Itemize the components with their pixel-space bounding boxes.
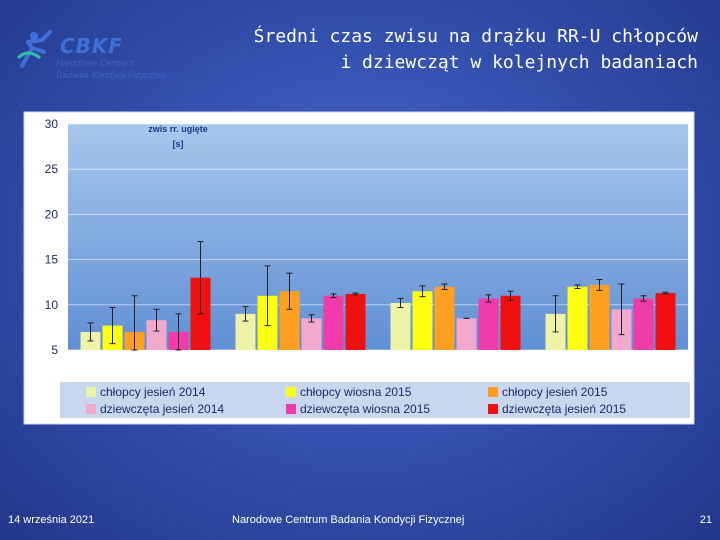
legend-label: dziewczęta jesień 2014 (100, 402, 224, 416)
y-tick-label: 10 (45, 298, 59, 312)
bar (567, 286, 588, 350)
y-tick-label: 15 (45, 253, 59, 267)
y-tick-label: 30 (45, 117, 59, 131)
bar (323, 295, 344, 350)
bar (235, 313, 256, 350)
bar (633, 298, 654, 350)
category-label: 5,5 lat (128, 360, 162, 374)
legend-label: dziewczęta jesień 2015 (502, 402, 626, 416)
bar (390, 302, 411, 350)
footer-date: 14 września 2021 (8, 514, 95, 526)
bar (500, 295, 521, 350)
slide-title: Średni czas zwisu na drążku RR-U chłopcó… (254, 24, 698, 76)
bar (434, 286, 455, 350)
runner-icon (16, 30, 52, 68)
bar (301, 318, 322, 350)
legend-swatch (488, 404, 498, 414)
legend-swatch (488, 387, 498, 397)
legend-label: chłopcy jesień 2014 (100, 385, 206, 399)
category-label: 6,5 lat (283, 360, 317, 374)
legend-swatch (86, 387, 96, 397)
logo-name: CBKF (60, 34, 124, 58)
legend-swatch (286, 387, 296, 397)
bar (478, 298, 499, 350)
bar (345, 293, 366, 350)
logo-subtitle-1: Narodowe Centrum (56, 58, 135, 68)
title-line-2: i dziewcząt w kolejnych badaniach (340, 52, 698, 73)
bar (279, 291, 300, 350)
footer-organization: Narodowe Centrum Badania Kondycji Fizycz… (232, 514, 465, 526)
bar (412, 291, 433, 350)
logo-subtitle-2: Badania Kondycji Fizycznej (56, 70, 166, 80)
page-number: 21 (699, 514, 712, 526)
bar (146, 320, 167, 350)
legend-label: chłopcy jesień 2015 (502, 385, 608, 399)
bar (589, 284, 610, 350)
y-tick-label: 20 (45, 207, 59, 221)
cbkf-logo: CBKF Narodowe Centrum Badania Kondycji F… (14, 28, 174, 90)
legend-label: dziewczęta wiosna 2015 (300, 402, 430, 416)
legend-swatch (286, 404, 296, 414)
legend (60, 382, 690, 418)
category-label: 8,5 lat (593, 360, 627, 374)
y-axis-label-2: [s] (173, 139, 184, 149)
bar (655, 293, 676, 350)
legend-swatch (86, 404, 96, 414)
y-tick-label: 5 (51, 343, 58, 357)
legend-label: chłopcy wiosna 2015 (300, 385, 412, 399)
category-label: 7,5 lat (438, 360, 472, 374)
title-line-1: Średni czas zwisu na drążku RR-U chłopcó… (253, 26, 698, 47)
y-tick-label: 25 (45, 162, 59, 176)
y-axis-label-1: zwis rr. ugięte (148, 124, 208, 134)
bar (456, 318, 477, 350)
